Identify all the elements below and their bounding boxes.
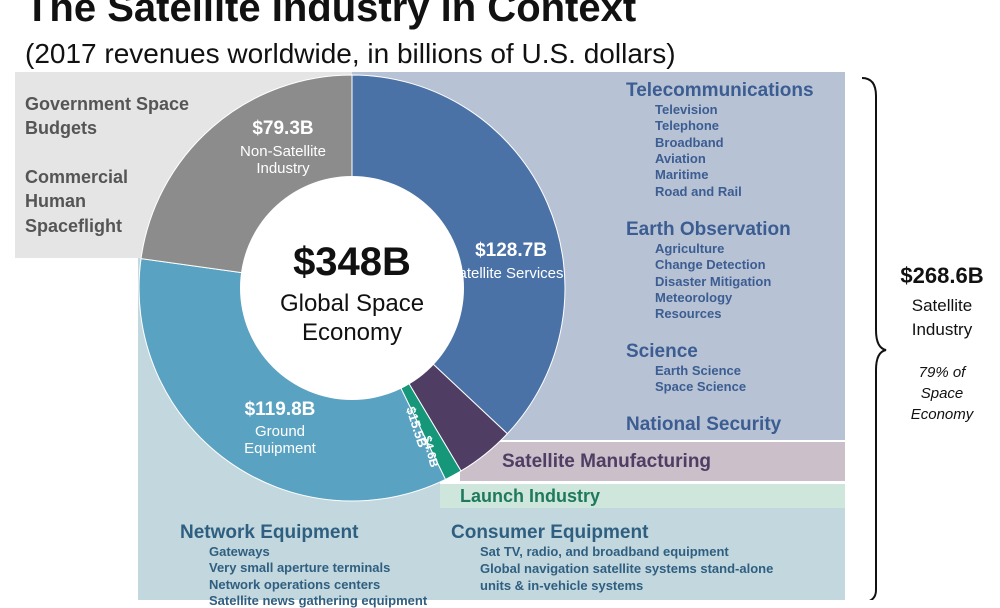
band-label: Satellite Manufacturing [502,451,712,472]
title: The Satellite Industry in Context [25,0,637,30]
section-title: National Security [626,414,782,435]
section-item: Change Detection [655,257,766,273]
band-label: Launch Industry [460,486,601,506]
center-value: $348B [293,240,411,284]
section-item: Resources [655,306,722,322]
section-item: Very small aperture terminals [209,560,391,576]
slice-label: Ground Equipment [244,423,316,457]
section-item: Agriculture [655,241,725,256]
section-item: Global navigation satellite systems stan… [480,561,774,593]
section-item: Earth Science [655,363,741,378]
section-item: Broadband [655,134,724,150]
value-label: $119.8B [244,399,316,420]
subtitle: (2017 revenues worldwide, in billions of… [25,38,676,69]
legend-item: Government Space Budgets [25,94,190,139]
slice-label: Satellite Services [448,265,564,282]
section-title: Network Equipment [180,522,359,543]
legend-item: Commercial Human Spaceflight [25,167,129,236]
manufacturing-band [460,442,845,481]
value-label: $128.7B [475,240,547,261]
section-item: Telephone [655,118,720,134]
section-item: Space Science [655,379,747,395]
ground-panel [440,508,845,600]
section-title: Science [626,341,698,362]
section-item: Aviation [655,150,706,166]
value-label: $79.3B [252,118,314,139]
bracket [861,77,887,600]
center-label: Global Space Economy [279,290,425,346]
section-item: Meteorology [655,289,733,305]
section-item: Maritime [655,167,709,183]
bracket-note: 79% of Space Economy [910,364,974,423]
section-item: Disaster Mitigation [655,273,772,289]
section-item: Gateways [209,544,270,559]
launch-band [440,484,845,508]
section-title: Consumer Equipment [451,522,649,543]
section-item: Road and Rail [655,183,742,199]
section-item: Television [655,102,718,117]
section-item: Network operations centers [209,576,381,592]
slice-label: Non-Satellite Industry [240,143,326,177]
donut-hole [240,176,464,400]
section-title: Earth Observation [626,219,791,240]
section-item: Satellite news gathering equipment [209,592,428,608]
section-item: Sat TV, radio, and broadband equipment [480,544,729,559]
bracket-value: $268.6B [900,263,984,288]
bracket-label: Satellite Industry [911,296,973,339]
section-title: Telecommunications [626,80,814,101]
